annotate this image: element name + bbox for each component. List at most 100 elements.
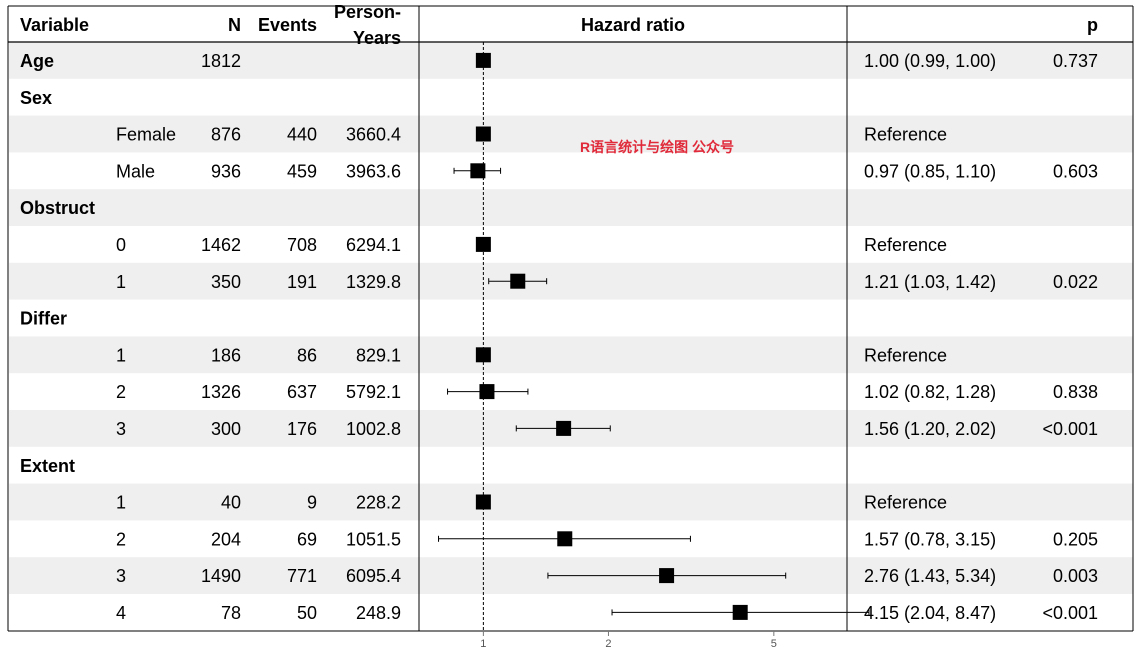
- cell-p-value: 0.838: [1053, 382, 1098, 402]
- hr-point: [556, 420, 572, 436]
- hr-point: [557, 531, 573, 547]
- cell-events: 708: [287, 235, 317, 255]
- cell-level: 1: [116, 272, 126, 292]
- cell-n: 1812: [201, 51, 241, 71]
- cell-person-years: 829.1: [356, 345, 401, 365]
- cell-person-years: 5792.1: [346, 382, 401, 402]
- row-band: [9, 189, 1133, 226]
- cell-estimate: 1.57 (0.78, 3.15): [864, 529, 996, 549]
- cell-person-years: 228.2: [356, 493, 401, 513]
- cell-p-value: 0.737: [1053, 51, 1098, 71]
- x-tick-label: 2: [605, 638, 611, 650]
- cell-estimate: 0.97 (0.85, 1.10): [864, 161, 996, 181]
- header-p: p: [1087, 15, 1098, 35]
- cell-n: 876: [211, 125, 241, 145]
- cell-events: 50: [297, 603, 317, 623]
- row-band: [9, 115, 1133, 153]
- cell-variable: Obstruct: [20, 198, 95, 218]
- cell-person-years: 3963.6: [346, 161, 401, 181]
- cell-events: 637: [287, 382, 317, 402]
- header-person-years-line1: Person-: [334, 2, 401, 22]
- cell-n: 300: [211, 419, 241, 439]
- x-tick-label: 5: [771, 638, 777, 650]
- table-header: Variable N Events Person- Years Hazard r…: [20, 2, 1098, 48]
- cell-estimate: 1.00 (0.99, 1.00): [864, 51, 996, 71]
- header-hazard-ratio: Hazard ratio: [581, 15, 685, 35]
- table-frame: [7, 5, 1134, 632]
- row-band: [9, 262, 1133, 300]
- cell-variable: Sex: [20, 88, 52, 108]
- row-bands: [9, 42, 1133, 594]
- hr-point: [470, 163, 486, 179]
- cell-estimate: 2.76 (1.43, 5.34): [864, 566, 996, 586]
- cell-level: 1: [116, 493, 126, 513]
- header-variable: Variable: [20, 15, 89, 35]
- cell-person-years: 1329.8: [346, 272, 401, 292]
- cell-person-years: 248.9: [356, 603, 401, 623]
- cell-estimate: Reference: [864, 493, 947, 513]
- cell-level: 3: [116, 566, 126, 586]
- cell-person-years: 3660.4: [346, 125, 401, 145]
- header-events: Events: [258, 15, 317, 35]
- cell-p-value: 0.205: [1053, 529, 1098, 549]
- cell-variable: Age: [20, 51, 54, 71]
- cell-n: 1490: [201, 566, 241, 586]
- cell-n: 936: [211, 161, 241, 181]
- cell-estimate: Reference: [864, 125, 947, 145]
- x-tick-label: 1: [480, 638, 486, 650]
- hr-point: [659, 568, 675, 584]
- cell-p-value: <0.001: [1042, 603, 1098, 623]
- cell-n: 350: [211, 272, 241, 292]
- cell-events: 86: [297, 345, 317, 365]
- cell-variable: Differ: [20, 309, 67, 329]
- cell-level: Male: [116, 161, 155, 181]
- cell-level: Female: [116, 125, 176, 145]
- cell-p-value: <0.001: [1042, 419, 1098, 439]
- hr-point: [732, 604, 748, 620]
- header-n: N: [228, 15, 241, 35]
- watermark-text: R语言统计与绘图 公众号: [580, 139, 734, 155]
- cell-person-years: 6095.4: [346, 566, 401, 586]
- cell-events: 771: [287, 566, 317, 586]
- cell-events: 69: [297, 529, 317, 549]
- cell-estimate: 1.02 (0.82, 1.28): [864, 382, 996, 402]
- cell-estimate: Reference: [864, 235, 947, 255]
- cell-estimate: Reference: [864, 345, 947, 365]
- cell-person-years: 1051.5: [346, 529, 401, 549]
- cell-events: 440: [287, 125, 317, 145]
- cell-events: 191: [287, 272, 317, 292]
- row-band: [9, 42, 1133, 79]
- cell-n: 204: [211, 529, 241, 549]
- cell-n: 186: [211, 345, 241, 365]
- cell-person-years: 1002.8: [346, 419, 401, 439]
- cell-estimate: 4.15 (2.04, 8.47): [864, 603, 996, 623]
- cell-p-value: 0.003: [1053, 566, 1098, 586]
- cell-variable: Extent: [20, 456, 75, 476]
- header-person-years-line2: Years: [353, 28, 401, 48]
- cell-person-years: 6294.1: [346, 235, 401, 255]
- row-band: [9, 483, 1133, 521]
- cell-estimate: 1.56 (1.20, 2.02): [864, 419, 996, 439]
- hr-point: [479, 384, 495, 400]
- cell-level: 0: [116, 235, 126, 255]
- cell-n: 1462: [201, 235, 241, 255]
- cell-n: 1326: [201, 382, 241, 402]
- cell-level: 4: [116, 603, 126, 623]
- cell-estimate: 1.21 (1.03, 1.42): [864, 272, 996, 292]
- hr-point: [475, 52, 491, 68]
- cell-level: 2: [116, 382, 126, 402]
- cell-level: 1: [116, 345, 126, 365]
- hr-point: [510, 273, 526, 289]
- cell-n: 78: [221, 603, 241, 623]
- cell-n: 40: [221, 493, 241, 513]
- cell-events: 176: [287, 419, 317, 439]
- hazard-ratio-chart: 1 2 5: [438, 42, 870, 650]
- cell-level: 2: [116, 529, 126, 549]
- cell-events: 459: [287, 161, 317, 181]
- table-cells: Age 1812 1.00 (0.99, 1.00) 0.737 Sex Female 87…: [20, 51, 1098, 623]
- cell-events: 9: [307, 493, 317, 513]
- row-band: [9, 336, 1133, 374]
- cell-level: 3: [116, 419, 126, 439]
- cell-p-value: 0.603: [1053, 161, 1098, 181]
